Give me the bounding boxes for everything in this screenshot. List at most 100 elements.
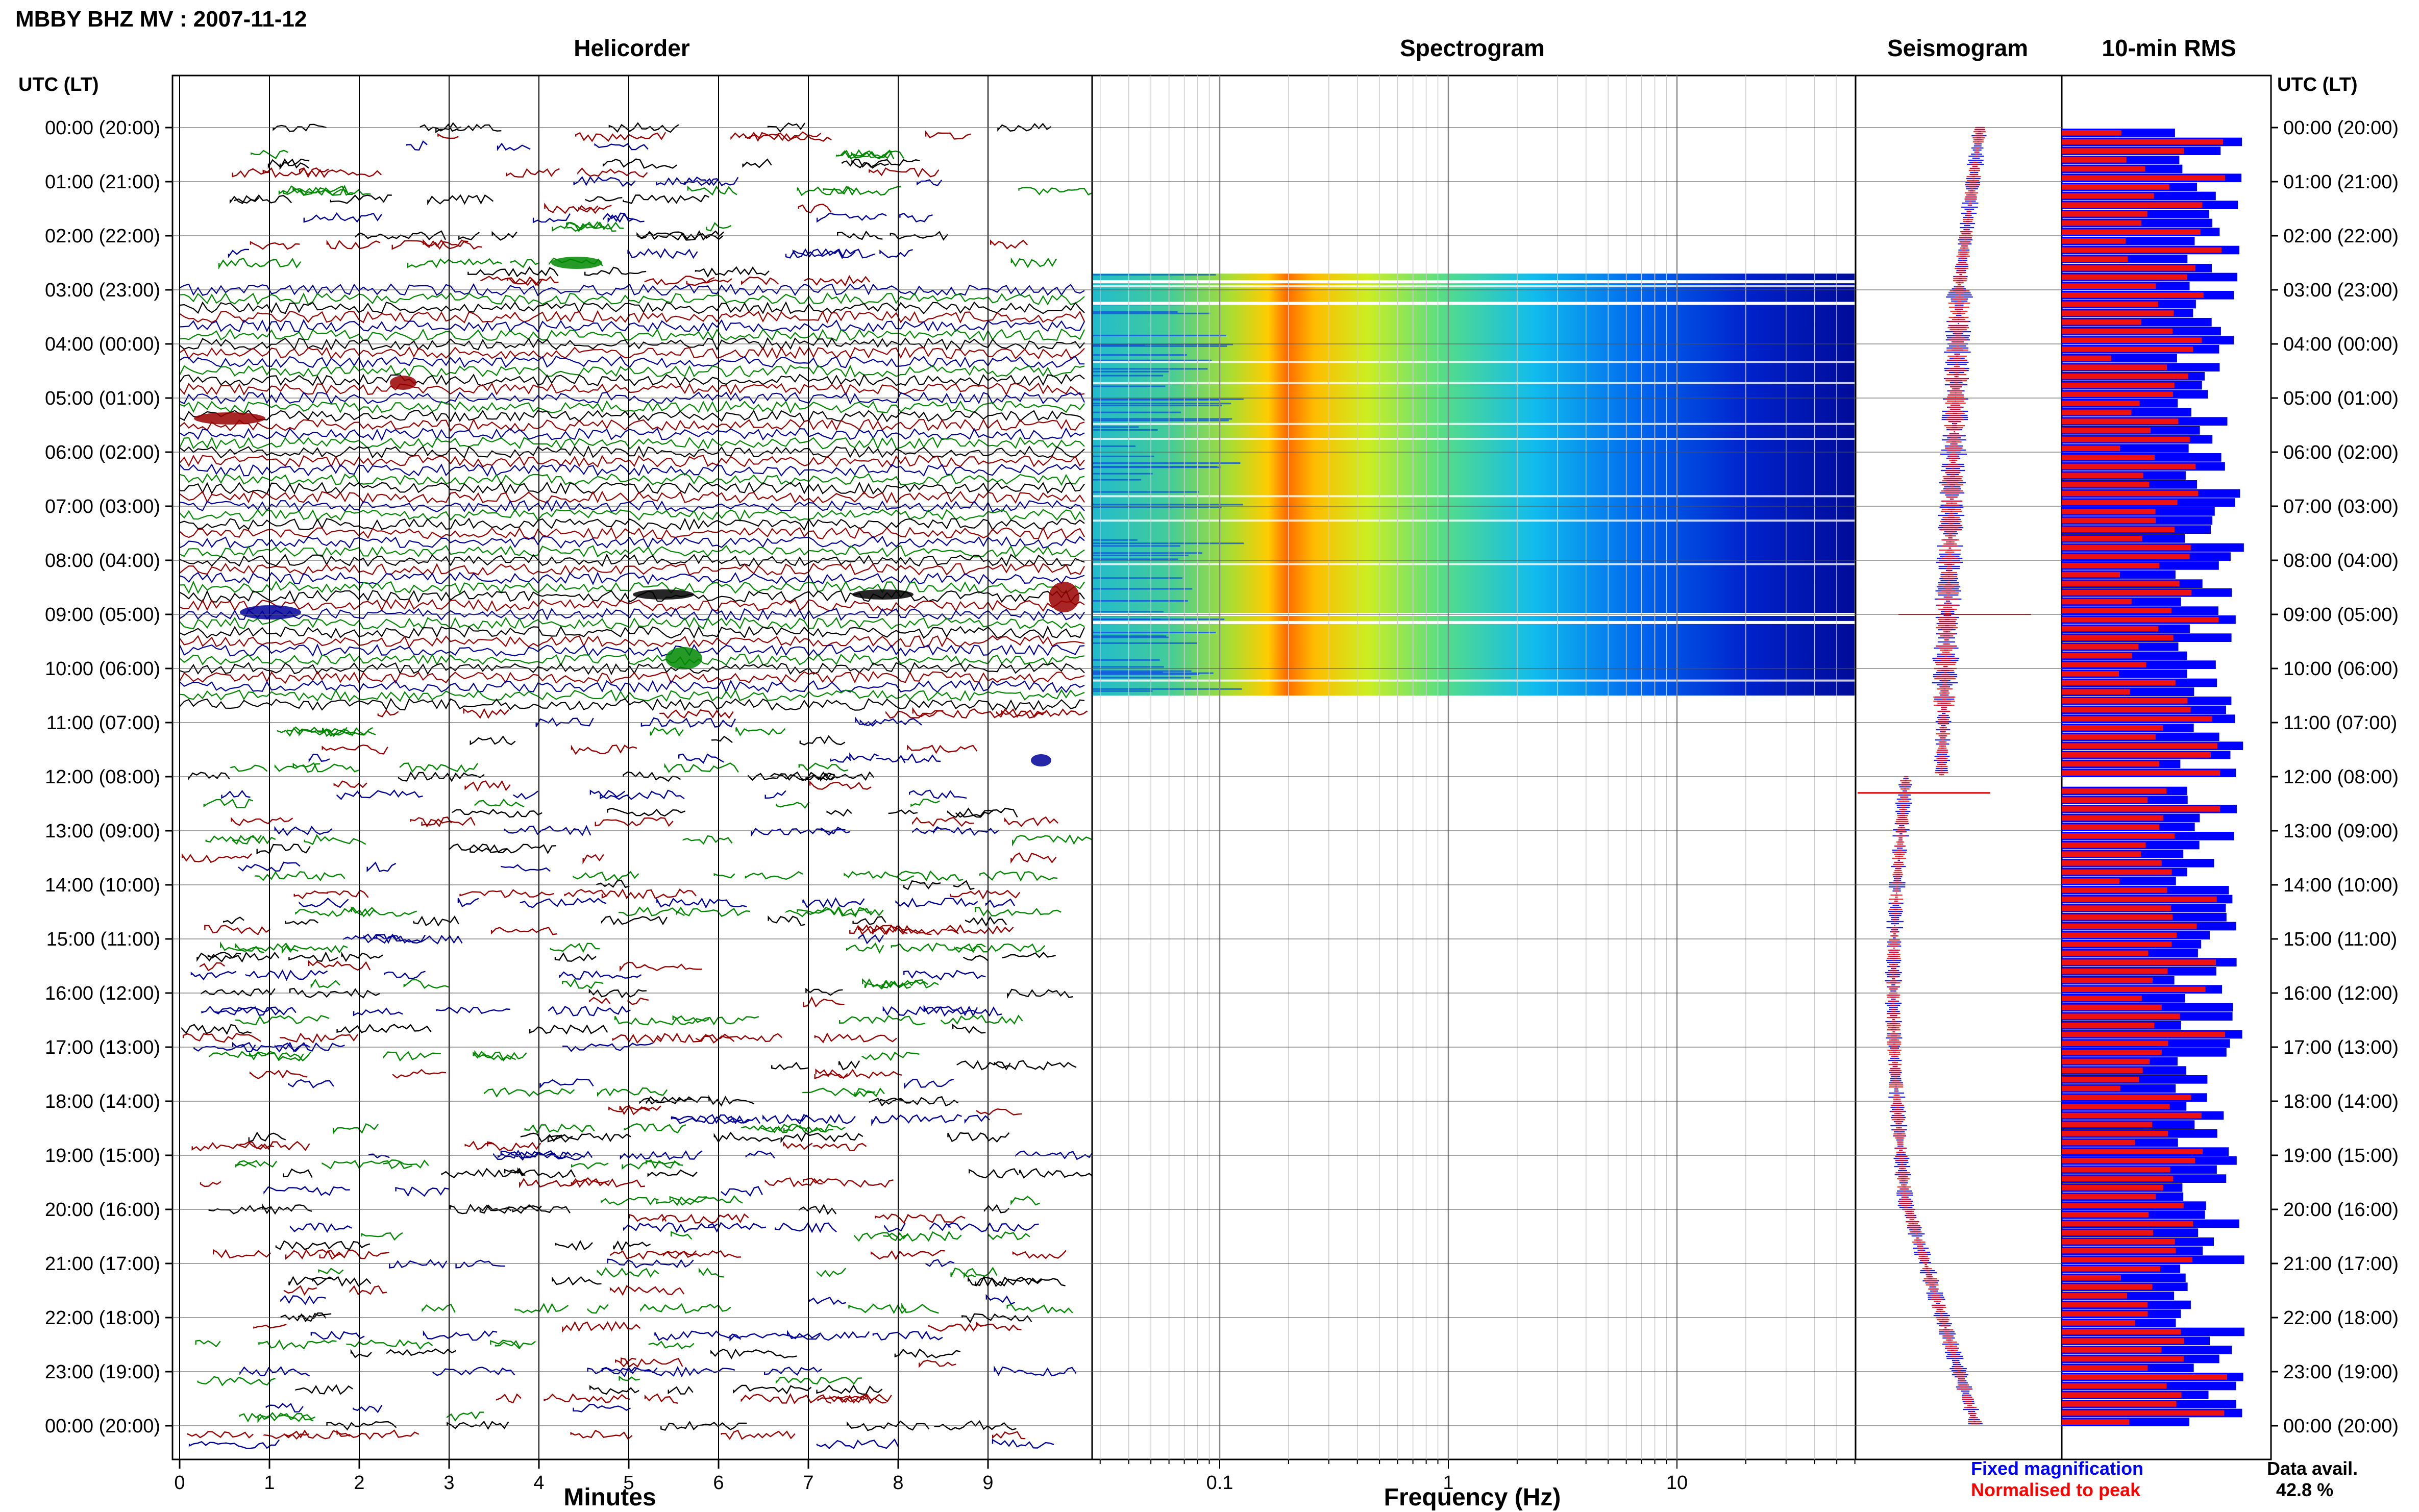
helicorder-trace [197, 1375, 862, 1386]
rms-normalised-bar [2062, 220, 2142, 226]
rms-normalised-bar [2062, 1104, 2170, 1109]
helicorder-trace [179, 500, 1085, 513]
rms-normalised-bar [2062, 301, 2158, 307]
helicorder-trace [179, 562, 1085, 576]
rms-normalised-bar [2062, 824, 2160, 830]
helicorder-trace [350, 1348, 961, 1360]
rms-normalised-bar [2062, 1013, 2180, 1019]
helicorder-trace [406, 140, 649, 152]
spectrogram-x-label: Frequency (Hz) [1384, 1484, 1561, 1511]
helicorder-trace [470, 735, 846, 746]
helicorder-x-tick-label: 1 [264, 1472, 275, 1494]
time-tick-label-right: 19:00 (15:00) [2283, 1145, 2399, 1167]
rms-normalised-bar [2062, 671, 2119, 677]
time-tick-label-right: 05:00 (01:00) [2283, 388, 2399, 409]
rms-normalised-bar [2062, 869, 2172, 875]
rms-normalised-bar [2062, 1050, 2162, 1055]
helicorder-trace [263, 1186, 763, 1197]
rms-normalised-bar [2062, 707, 2191, 713]
helicorder-trace [179, 373, 1085, 387]
rms-normalised-bar [2062, 229, 2201, 235]
rms-normalised-bar [2062, 554, 2190, 559]
time-tick-label-left: 11:00 (07:00) [46, 712, 160, 734]
helicorder-trace [552, 221, 732, 233]
helicorder-trace [182, 1032, 897, 1044]
helicorder-event [665, 647, 702, 670]
rms-normalised-bar [2062, 923, 2197, 929]
rms-normalised-bar [2062, 662, 2146, 667]
rms-normalised-bar [2062, 1410, 2225, 1416]
helicorder-event [240, 605, 301, 619]
time-tick-label-left: 17:00 (13:00) [45, 1037, 160, 1058]
rms-normalised-bar [2062, 608, 2171, 613]
time-tick-label-left: 01:00 (21:00) [45, 171, 160, 193]
helicorder-trace [179, 427, 1085, 441]
time-tick-label-right: 07:00 (03:00) [2283, 496, 2399, 517]
helicorder-trace [589, 996, 845, 1008]
helicorder-x-tick-label: 2 [354, 1472, 364, 1494]
helicorder-trace [188, 771, 875, 782]
rms-normalised-bar [2062, 482, 2150, 487]
helicorder-x-tick-label: 8 [893, 1472, 903, 1494]
helicorder-trace [278, 185, 1097, 196]
rms-normalised-bar [2062, 346, 2193, 352]
rms-normalised-bar [2062, 490, 2199, 497]
time-tick-label-left: 06:00 (02:00) [45, 442, 160, 463]
helicorder-trace [179, 473, 1085, 486]
rms-normalised-bar [2062, 797, 2148, 803]
time-tick-label-right: 18:00 (14:00) [2283, 1091, 2399, 1112]
helicorder-trace [294, 1384, 883, 1395]
rms-normalised-bar [2062, 445, 2120, 451]
rms-normalised-bar [2062, 418, 2179, 424]
helicorder-trace [181, 1024, 986, 1035]
rms-normalised-bar [2062, 1266, 2161, 1272]
rms-normalised-bar [2062, 1095, 2191, 1100]
data-avail-label: Data avail. [2267, 1458, 2358, 1479]
spectrogram-x-tick-label: 0.1 [1206, 1472, 1233, 1494]
helicorder-trace [601, 1195, 1040, 1206]
helicorder-trace [283, 1167, 1114, 1179]
rms-normalised-bar [2062, 1149, 2203, 1154]
rms-normalised-bar [2062, 644, 2139, 650]
rms-normalised-bar [2062, 1248, 2176, 1254]
helicorder-trace [179, 671, 1085, 684]
helicorder-trace [191, 1141, 867, 1152]
helicorder-trace [179, 662, 1085, 676]
helicorder-event [852, 589, 914, 600]
helicorder-trace [228, 248, 913, 259]
time-tick-label-left: 03:00 (23:00) [45, 280, 160, 301]
helicorder-trace [437, 130, 971, 142]
rms-normalised-bar [2062, 256, 2128, 262]
helicorder-trace [179, 517, 1085, 531]
rms-normalised-bar [2062, 1112, 2202, 1119]
time-tick-label-right: 09:00 (05:00) [2283, 604, 2399, 626]
seismogram-title: Seismogram [1887, 35, 2028, 61]
helicorder-trace [250, 1068, 902, 1079]
time-tick-label-right: 02:00 (22:00) [2283, 226, 2399, 247]
helicorder-trace [230, 762, 849, 773]
helicorder-trace [179, 679, 1085, 694]
helicorder-trace [188, 1438, 1054, 1449]
rms-normalised-bar [2062, 941, 2172, 947]
rms-normalised-bar [2062, 1275, 2121, 1281]
spectrogram-x-tick-label: 1 [1443, 1472, 1453, 1494]
helicorder-trace [308, 752, 941, 764]
helicorder-trace [209, 1050, 920, 1062]
rms-normalised-bar [2062, 1131, 2168, 1136]
time-tick-label-left: 23:00 (19:00) [45, 1361, 160, 1383]
time-tick-label-left: 05:00 (01:00) [45, 388, 160, 409]
rms-normalised-bar [2062, 391, 2173, 397]
rms-normalised-bar [2062, 1419, 2130, 1425]
time-axis: 00:00 (20:00) 00:00 (20:00) 01:00 (21:00) 0… [45, 117, 2399, 1437]
time-tick-label-right: 11:00 (07:00) [2283, 712, 2397, 734]
helicorder-trace [232, 167, 940, 178]
rms-normalised-bar [2062, 274, 2187, 280]
rms-normalised-bar [2062, 1031, 2226, 1037]
rms-normalised-bar [2062, 572, 2120, 578]
helicorder-x-tick-label: 6 [713, 1472, 724, 1494]
helicorder-title: Helicorder [574, 35, 690, 61]
helicorder-trace [221, 789, 967, 800]
helicorder-event [194, 412, 265, 425]
rms-normalised-bar [2062, 355, 2111, 361]
helicorder-trace [288, 1276, 1066, 1287]
